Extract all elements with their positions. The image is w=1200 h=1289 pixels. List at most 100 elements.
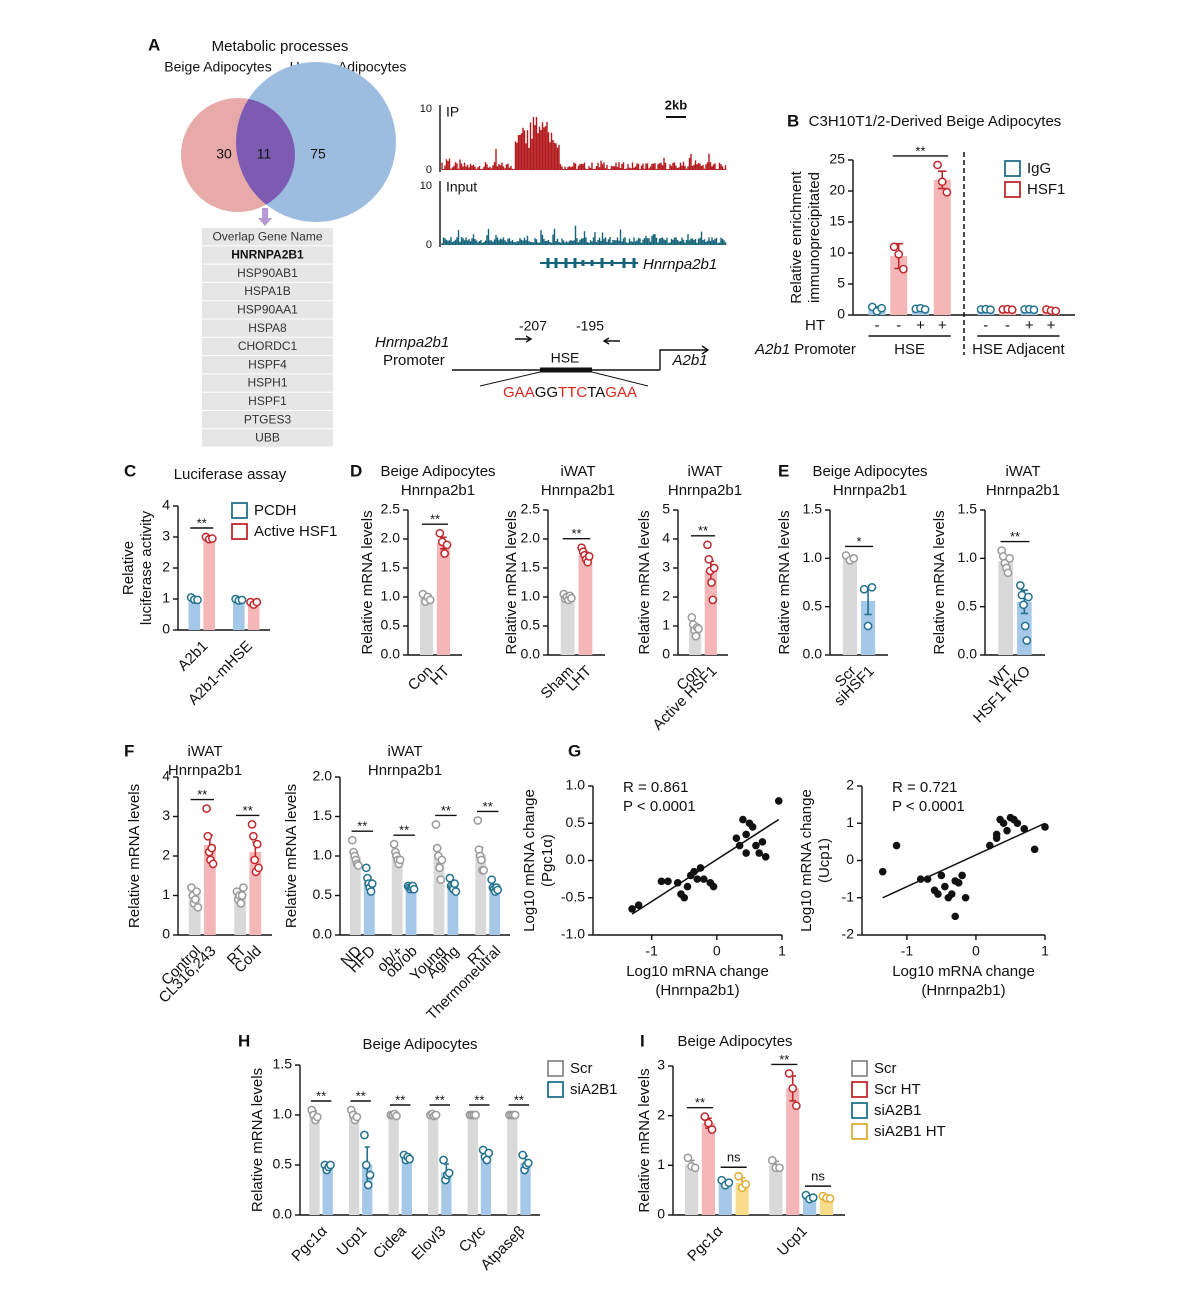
x-tick-label: Pgc1α: [684, 1222, 727, 1265]
data-point: [999, 819, 1008, 828]
promoter-diagram: Hnrnpa2b1 Promoter HSE -207 -195 A2b1 GA…: [375, 318, 710, 401]
bar: [362, 1165, 373, 1215]
group-row-label: A2b1 Promoter: [754, 341, 856, 358]
y-tick-label: 1.0: [313, 847, 333, 863]
chart-title: Beige Adipocytes: [380, 463, 495, 480]
legend-label: siA2B1: [874, 1102, 922, 1119]
data-point: [252, 597, 262, 607]
data-point: [518, 1150, 528, 1160]
y-tick-label: 1.0: [803, 549, 823, 565]
data-point: [236, 899, 246, 908]
y-tick-label: 0.0: [381, 646, 401, 662]
bar: [718, 1182, 732, 1215]
y-axis-label: Relative mRNA levels: [636, 1068, 653, 1212]
data-point: [696, 864, 705, 872]
table-row: [202, 319, 333, 337]
y-tick-label: 2: [662, 588, 670, 604]
data-point: [1019, 600, 1028, 610]
primer: -207: [519, 318, 547, 334]
bar: [388, 1115, 399, 1215]
data-point: [252, 839, 262, 849]
track-scale: 0: [426, 164, 432, 176]
track-scale: 10: [420, 103, 432, 115]
legend-swatch: [851, 1060, 868, 1077]
promoter-label: Promoter: [383, 352, 445, 369]
x-tick-label: Cytc: [456, 1222, 490, 1256]
bar: [441, 1172, 452, 1215]
significance-label: **: [1010, 529, 1020, 544]
y-tick-label: 2: [162, 559, 170, 575]
bar: [489, 887, 501, 935]
chart-title: Beige Adipocytes: [812, 463, 927, 480]
bar: [419, 598, 434, 655]
data-point: [775, 1163, 784, 1173]
data-point: [694, 624, 703, 634]
data-point: [431, 1110, 441, 1120]
bar: [405, 887, 417, 935]
table-row: [202, 282, 333, 301]
x-axis-label: (Hnrnpa2b1): [655, 982, 739, 999]
y-tick-label: 1.5: [273, 1056, 293, 1072]
data-point: [1022, 636, 1032, 645]
sequence-part: TTC: [558, 384, 587, 401]
y-tick-label: 1.5: [381, 559, 401, 575]
x-axis-label: Log10 mRNA change: [626, 963, 769, 980]
input-signal: [441, 225, 727, 245]
y-tick-label: 25: [829, 151, 845, 167]
y-tick-label: 0.5: [521, 617, 541, 633]
chart-title: iWAT: [561, 463, 596, 480]
y-tick-label: 10: [829, 244, 845, 260]
group-row-word: A2b1: [754, 341, 790, 358]
legend-label: Active HSF1: [254, 523, 337, 540]
data-point: [484, 1148, 494, 1158]
track-label: IP: [446, 104, 459, 120]
significance-label: **: [915, 143, 925, 158]
data-point: [708, 595, 718, 605]
data-point: [1007, 305, 1017, 315]
data-point: [437, 855, 447, 865]
y-tick-label: 3: [662, 559, 670, 575]
data-point: [734, 1171, 743, 1181]
group-row-word: Promoter: [790, 341, 856, 358]
y-axis-label: Relative mRNA levels: [359, 510, 376, 654]
y-axis-label: Relative mRNA levels: [776, 510, 793, 654]
table-row: [202, 301, 333, 319]
data-point: [699, 875, 708, 883]
y-tick-label: 4: [662, 530, 670, 546]
bar: [391, 856, 403, 935]
table-row: [202, 337, 333, 356]
table-cell: UBB: [255, 431, 280, 445]
significance-label: **: [779, 1052, 789, 1067]
x-tick-label: 1: [1041, 943, 1049, 959]
data-point: [567, 593, 576, 603]
y-tick-label: 1: [846, 814, 854, 830]
data-point: [791, 1101, 801, 1111]
bar: [933, 179, 951, 315]
data-point: [634, 901, 643, 909]
data-point: [247, 820, 257, 829]
y-tick-label: 3: [162, 528, 170, 544]
track-label: Input: [446, 179, 477, 195]
data-point: [825, 1194, 835, 1203]
chart-title: Hnrnpa2b1: [368, 762, 442, 779]
data-point: [237, 595, 247, 605]
legend-label: Scr HT: [874, 1081, 921, 1098]
data-point: [389, 839, 399, 849]
significance-label: **: [243, 803, 253, 818]
chart-title: Luciferase assay: [174, 466, 287, 483]
data-point: [431, 820, 441, 829]
table-cell: PTGES3: [244, 412, 292, 426]
panel-letter: H: [238, 1031, 250, 1050]
data-point: [444, 1168, 454, 1178]
bar: [433, 856, 445, 935]
y-tick-label: 2: [162, 847, 170, 863]
y-tick-label: 0: [162, 621, 170, 637]
y-axis-label: Log10 mRNA change: [798, 789, 815, 932]
x-axis-label: (Hnrnpa2b1): [921, 982, 1005, 999]
table-cell: CHORDC1: [238, 339, 298, 353]
y-axis-label: Relative mRNA levels: [126, 784, 143, 928]
table-row: [202, 356, 333, 374]
data-point: [958, 871, 966, 880]
y-axis-label: Relative mRNA levels: [283, 784, 300, 928]
data-point: [1030, 845, 1039, 854]
